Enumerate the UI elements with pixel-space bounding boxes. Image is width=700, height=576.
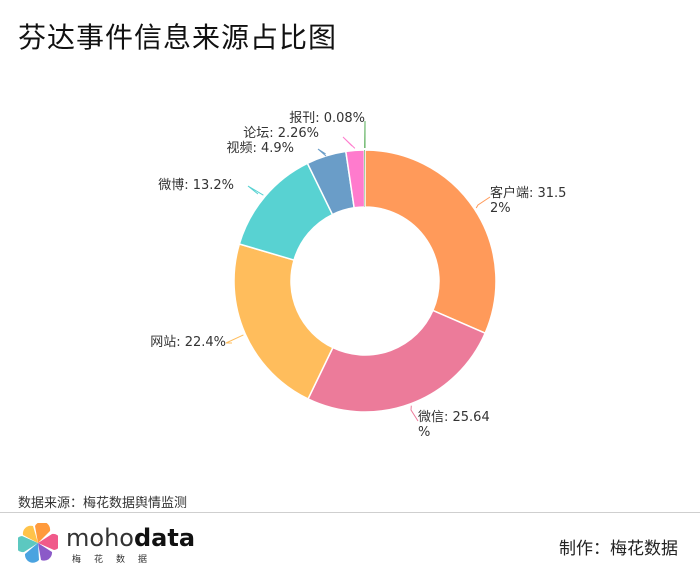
leader-line-视频 bbox=[317, 148, 327, 157]
brand-wordmark: mohodata bbox=[66, 524, 196, 552]
leader-line-微信 bbox=[410, 405, 419, 422]
leader-line-论坛 bbox=[342, 136, 356, 149]
slice-报刊[interactable] bbox=[364, 150, 365, 208]
leader-line-网站 bbox=[225, 334, 244, 344]
brand-logo: mohodata 梅花数据 bbox=[18, 523, 238, 565]
slice-网站[interactable] bbox=[233, 243, 334, 400]
label-微信: 微信: 25.64% bbox=[418, 410, 490, 440]
credit: 制作：梅花数据 bbox=[559, 539, 678, 559]
label-网站: 网站: 22.4% bbox=[150, 335, 226, 350]
leader-line-客户端 bbox=[475, 196, 491, 209]
slice-论坛[interactable] bbox=[344, 149, 366, 209]
label-视频: 视频: 4.9% bbox=[226, 141, 294, 156]
label-微博: 微博: 13.2% bbox=[158, 178, 234, 193]
pinwheel-icon bbox=[18, 523, 58, 563]
leader-line-微博 bbox=[247, 185, 264, 196]
label-报刊: 报刊: 0.08% bbox=[289, 111, 365, 126]
divider bbox=[0, 512, 700, 513]
label-论坛: 论坛: 2.26% bbox=[243, 126, 319, 141]
brand-subtitle: 梅花数据 bbox=[72, 555, 161, 565]
donut-chart: 客户端: 31.5 2% 微信: 25.64 % 网站: 22.4% 微博: 13.2% 视… bbox=[150, 111, 566, 440]
data-source: 数据来源：梅花数据舆情监测 bbox=[18, 496, 188, 511]
slice-微信[interactable] bbox=[307, 309, 487, 413]
label-客户端: 客户端: 31.5 2% bbox=[490, 185, 566, 216]
chart-title: 芬达事件信息来源占比图 bbox=[18, 21, 338, 54]
slice-客户端[interactable] bbox=[364, 149, 497, 335]
